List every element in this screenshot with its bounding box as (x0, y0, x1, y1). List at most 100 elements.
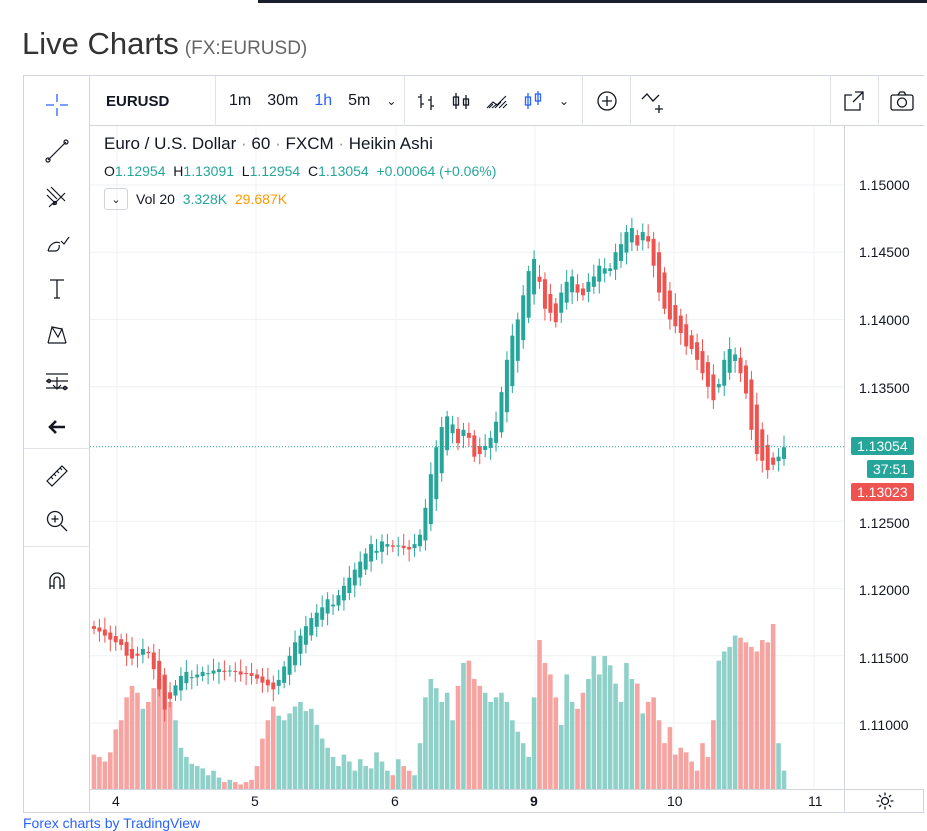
time-label: 9 (530, 793, 538, 809)
candle-body (227, 670, 232, 672)
crosshair-icon[interactable] (24, 85, 90, 125)
candle-body (320, 607, 325, 620)
time-scale[interactable]: 4 5 6 9 10 11 (90, 789, 844, 812)
chevron-down-icon[interactable]: ⌄ (558, 94, 570, 108)
symbol-label: EURUSD (106, 92, 170, 110)
footer-link[interactable]: Forex charts by TradingView (23, 815, 201, 831)
chevron-down-icon[interactable]: ⌄ (386, 94, 397, 108)
candle-body (597, 265, 602, 282)
volume-bar (238, 784, 243, 789)
candle-body (206, 673, 211, 675)
volume-bar (564, 674, 569, 789)
open-value: 1.12954 (114, 163, 166, 179)
bars-icon[interactable] (412, 76, 442, 126)
collapse-legend-button[interactable]: ⌄ (104, 188, 128, 210)
prediction-icon[interactable] (24, 361, 90, 401)
interval-5m[interactable]: 5m (348, 92, 371, 109)
pattern-icon[interactable] (24, 315, 90, 355)
volume-bar (254, 766, 260, 789)
candle-body (776, 456, 781, 462)
interval-30m[interactable]: 30m (267, 92, 299, 109)
volume-bar (173, 720, 178, 789)
interval-1h[interactable]: 1h (314, 92, 333, 109)
zoom-in-icon[interactable] (24, 501, 90, 541)
heikin-ashi-icon[interactable] (518, 76, 548, 126)
candle-body (537, 276, 542, 282)
ruler-icon[interactable] (24, 456, 90, 496)
volume-bar (683, 752, 689, 789)
volume-bar (298, 701, 303, 789)
candle-body (168, 692, 173, 699)
candle-body (602, 268, 607, 274)
candle-body (407, 546, 412, 550)
volume-bar (167, 701, 173, 789)
volume-bar (542, 662, 548, 789)
candle-body (575, 284, 580, 293)
candle-body (711, 374, 716, 401)
back-arrow-icon[interactable] (24, 407, 90, 447)
candle-body (456, 428, 461, 444)
magnet-icon[interactable] (24, 561, 90, 601)
candle-body (119, 639, 124, 645)
volume-bar (689, 761, 694, 789)
price-chart[interactable] (90, 126, 844, 789)
trend-line-icon[interactable] (24, 131, 90, 171)
chart-legend-title: Euro / U.S. Dollar · 60 · FXCM · Heikin … (104, 134, 433, 153)
volume-bar (678, 747, 684, 789)
symbol-search[interactable]: EURUSD (90, 76, 216, 126)
volume-bar (455, 685, 461, 789)
volume-bar (656, 720, 662, 789)
volume-bar (385, 770, 390, 789)
volume-bar (281, 720, 287, 789)
candle-body (635, 235, 640, 246)
candles-icon[interactable] (446, 76, 476, 126)
candle-body (369, 544, 374, 562)
pitchfork-icon[interactable] (24, 177, 90, 217)
brush-icon[interactable] (24, 223, 90, 263)
volume-bar (107, 752, 113, 789)
volume-bar (428, 679, 434, 789)
volume-bar (662, 743, 667, 789)
volume-bar (189, 763, 195, 789)
popout-icon[interactable] (836, 76, 872, 126)
last-price-badge: 1.13054 (851, 437, 914, 455)
countdown-badge: 37:51 (867, 460, 915, 478)
area-chart-icon[interactable] (482, 76, 512, 126)
volume-bar (624, 662, 629, 789)
candle-body (428, 474, 433, 525)
candle-body (651, 238, 656, 266)
candle-body (157, 660, 162, 690)
candle-body (700, 351, 705, 374)
camera-icon[interactable] (884, 76, 920, 126)
compare-icon[interactable] (638, 76, 670, 126)
candle-body (532, 258, 537, 295)
volume-bar (292, 706, 298, 789)
candle-body (542, 279, 547, 309)
candle-body (580, 288, 585, 296)
candle-body (754, 404, 759, 454)
candle-body (146, 651, 151, 654)
add-indicator-icon[interactable] (592, 76, 622, 126)
toolbar-divider (878, 76, 879, 126)
page-title: Live Charts (FX:EURUSD) (22, 26, 307, 62)
candle-body (423, 507, 428, 541)
candle-body (553, 303, 558, 323)
page-title-text: Live Charts (22, 26, 179, 61)
candle-body (347, 577, 352, 594)
candle-body (673, 305, 678, 327)
price-tick: 1.14000 (859, 312, 910, 328)
interval-1m[interactable]: 1m (229, 92, 252, 109)
price-scale[interactable]: 1.15000 1.14500 1.14000 1.13500 1.12500 … (844, 126, 924, 789)
volume-bar (472, 679, 477, 789)
time-label: 5 (251, 793, 259, 809)
candle-body (195, 674, 200, 678)
candle-body (374, 550, 379, 553)
chart-pane[interactable]: Euro / U.S. Dollar · 60 · FXCM · Heikin … (90, 126, 844, 789)
candle-body (445, 416, 450, 451)
volume-bar (303, 711, 309, 789)
text-icon[interactable] (24, 269, 90, 309)
volume-bar (776, 743, 781, 789)
volume-bar (194, 766, 200, 789)
settings-gear-icon[interactable] (844, 789, 924, 812)
time-label: 11 (808, 793, 823, 809)
